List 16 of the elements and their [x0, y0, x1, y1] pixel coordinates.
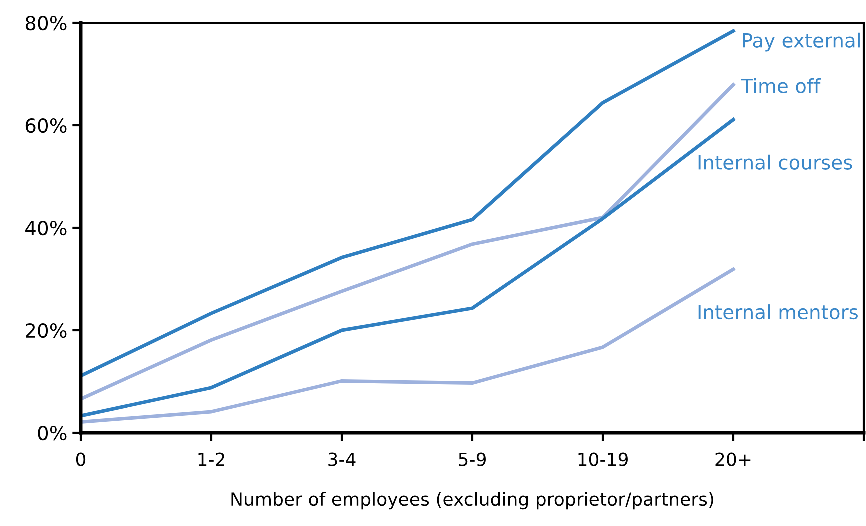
series-label: Pay external [743, 32, 860, 52]
x-axis-title: Number of employees (excluding proprietor/partners) [232, 492, 714, 510]
series-label: Time off [741, 78, 822, 94]
y-tick-label: 60% [26, 118, 67, 134]
x-tick-label: 20+ [716, 452, 751, 466]
x-tick-label: 3-4 [328, 452, 356, 466]
x-tick-label: 0 [76, 452, 86, 466]
y-tick-label: 80% [26, 16, 67, 31]
series-label: Internal courses [698, 154, 852, 170]
y-tick-label: 0% [38, 426, 67, 441]
x-tick-label: 1-2 [198, 452, 224, 466]
x-tick-label: 5-9 [459, 452, 486, 466]
y-tick-label: 40% [26, 220, 67, 236]
x-tick-label: 10-19 [578, 452, 628, 466]
y-tick-label: 20% [26, 323, 67, 338]
series-label: Internal mentors [698, 304, 858, 320]
